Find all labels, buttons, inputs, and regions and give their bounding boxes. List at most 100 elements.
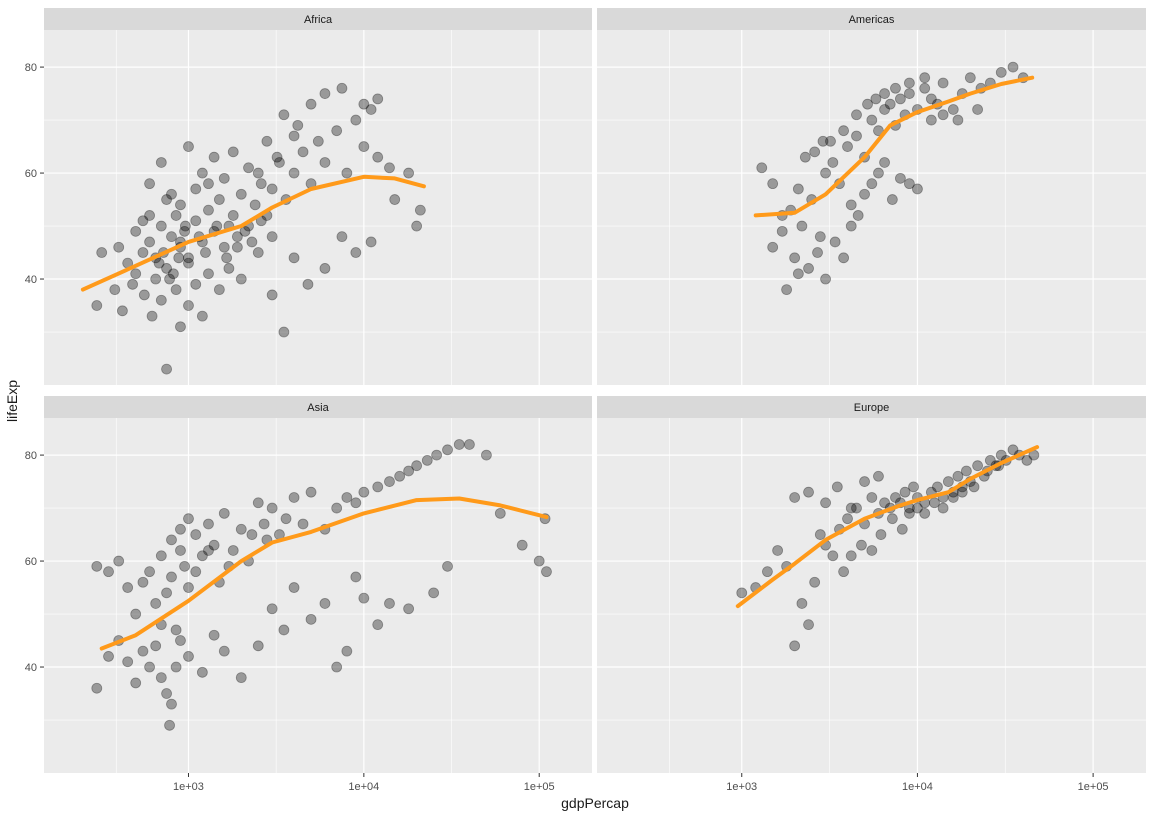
data-point: [875, 529, 887, 540]
data-point: [130, 677, 142, 689]
data-point: [208, 629, 220, 641]
data-point: [792, 268, 804, 280]
data-point: [288, 130, 300, 142]
data-point: [288, 582, 300, 593]
data-point: [144, 566, 155, 578]
y-tick-label: 40: [25, 274, 37, 286]
data-point: [166, 698, 177, 710]
data-point: [890, 82, 901, 94]
data-point: [218, 507, 230, 519]
x-tick-label: 1e+03: [726, 781, 757, 793]
data-point: [183, 300, 194, 311]
data-point: [117, 305, 128, 317]
data-point: [155, 157, 167, 168]
data-point: [96, 247, 108, 258]
data-point: [336, 231, 348, 243]
data-point: [358, 98, 370, 110]
data-point: [137, 215, 149, 227]
data-point: [278, 326, 290, 338]
data-point: [937, 109, 949, 121]
data-point: [190, 183, 202, 195]
data-point: [895, 172, 906, 184]
facet-strip: [44, 8, 592, 30]
data-point: [767, 178, 779, 190]
data-point: [767, 241, 779, 253]
data-point: [820, 167, 831, 179]
data-point: [842, 141, 853, 152]
data-point: [852, 210, 864, 221]
data-point: [1021, 454, 1033, 466]
data-point: [903, 88, 915, 99]
data-point: [984, 454, 996, 466]
data-point: [358, 592, 370, 604]
data-point: [533, 555, 545, 567]
data-point: [776, 225, 788, 237]
data-point: [305, 613, 317, 625]
data-point: [937, 502, 949, 514]
data-point: [170, 210, 182, 221]
data-point: [995, 66, 1007, 78]
data-point: [150, 598, 162, 609]
data-point: [288, 252, 300, 264]
data-point: [403, 603, 415, 615]
data-point: [203, 545, 214, 556]
data-point: [942, 476, 954, 487]
data-point: [153, 257, 165, 269]
data-point: [350, 114, 362, 126]
data-point: [130, 268, 142, 280]
data-point: [203, 178, 214, 190]
data-point: [968, 481, 980, 493]
data-point: [814, 231, 826, 243]
data-point: [829, 236, 841, 248]
data-point: [297, 518, 309, 530]
data-point: [825, 135, 836, 147]
data-point: [190, 566, 202, 578]
data-point: [235, 273, 247, 285]
data-point: [845, 550, 857, 562]
data-point: [781, 284, 792, 296]
data-point: [255, 178, 267, 190]
data-point: [203, 268, 214, 280]
data-point: [150, 640, 162, 652]
data-point: [886, 513, 898, 525]
data-point: [365, 236, 377, 248]
data-point: [442, 560, 453, 572]
data-point: [961, 465, 972, 477]
y-tick-label: 60: [25, 556, 37, 568]
data-point: [319, 157, 331, 168]
data-point: [947, 492, 959, 503]
data-point: [809, 146, 821, 158]
facet-panel-asia: Asia 40 60 80 1e+03 1e+04 1e+05: [25, 396, 592, 793]
data-point: [838, 252, 850, 264]
data-point: [122, 582, 134, 593]
data-point: [179, 220, 191, 232]
data-point: [261, 135, 273, 147]
data-point: [196, 310, 208, 322]
data-point: [866, 114, 878, 126]
data-point: [239, 225, 251, 237]
data-point: [394, 470, 406, 482]
data-point: [384, 162, 395, 174]
data-point: [845, 220, 857, 232]
data-point: [266, 603, 278, 615]
data-point: [175, 321, 186, 333]
data-point: [350, 497, 362, 509]
facet-strip-label: Africa: [304, 14, 333, 26]
data-point: [196, 666, 208, 678]
data-point: [138, 289, 150, 301]
data-point: [421, 454, 433, 466]
data-point: [403, 167, 415, 179]
data-point: [789, 492, 801, 503]
data-point: [789, 640, 801, 652]
data-point: [820, 273, 831, 285]
data-point: [278, 624, 290, 636]
data-point: [161, 688, 172, 699]
data-point: [925, 114, 937, 126]
data-point: [903, 77, 915, 89]
data-point: [137, 645, 149, 657]
data-point: [130, 608, 142, 620]
data-point: [851, 109, 862, 121]
data-point: [845, 199, 857, 211]
facet-panel-africa: Africa 40 60 80: [25, 8, 592, 385]
